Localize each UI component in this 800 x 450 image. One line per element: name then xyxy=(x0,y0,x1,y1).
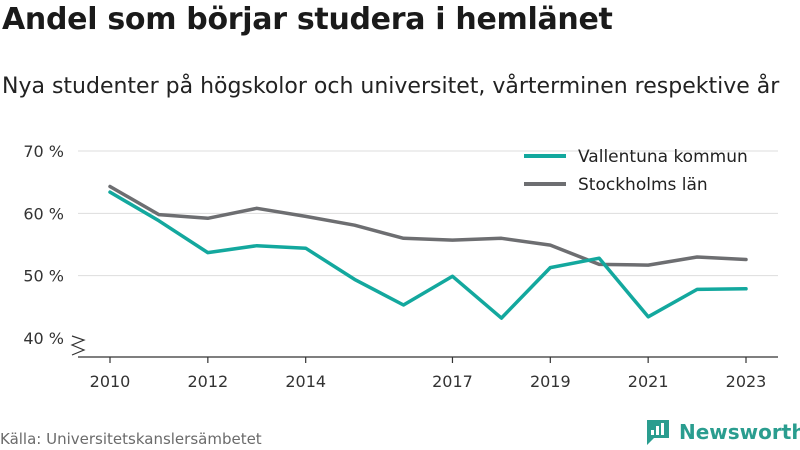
y-tick-label: 40 % xyxy=(23,329,64,348)
x-tick-label: 2023 xyxy=(726,372,767,391)
line-chart: 40 % 50 % 60 % 70 % 2010 2012 2014 2017 2019 2021… xyxy=(23,142,778,391)
y-tick-label: 70 % xyxy=(23,142,64,161)
series-line-2 xyxy=(108,184,748,267)
newsworthy-logo-icon xyxy=(647,420,669,445)
series-line-1 xyxy=(108,190,748,320)
chart-subtitle: Nya studenter på högskolor och universit… xyxy=(2,74,780,99)
x-tick-label: 2012 xyxy=(187,372,228,391)
series-layer xyxy=(108,184,748,320)
source-note: Källa: Universitetskanslersämbetet xyxy=(0,430,262,448)
legend-label: Stockholms län xyxy=(578,175,708,195)
legend-label: Vallentuna kommun xyxy=(578,147,748,167)
x-tick-label: 2017 xyxy=(432,372,473,391)
x-tick-label: 2021 xyxy=(628,372,669,391)
x-tick-label: 2014 xyxy=(285,372,326,391)
axis-break-icon xyxy=(70,335,86,356)
grid-layer xyxy=(78,150,778,277)
x-tick-label: 2019 xyxy=(530,372,571,391)
chart-title: Andel som börjar studera i hemlänet xyxy=(2,2,613,37)
brand-name: Newsworthy xyxy=(679,420,800,444)
legend: Vallentuna kommun Stockholms län xyxy=(524,147,748,195)
axis-layer: 40 % 50 % 60 % 70 % 2010 2012 2014 2017 2019 2021… xyxy=(23,142,778,391)
y-tick-label: 60 % xyxy=(23,204,64,223)
x-tick-label: 2010 xyxy=(90,372,131,391)
brand-logo: Newsworthy xyxy=(645,418,800,446)
y-tick-label: 50 % xyxy=(23,267,64,286)
